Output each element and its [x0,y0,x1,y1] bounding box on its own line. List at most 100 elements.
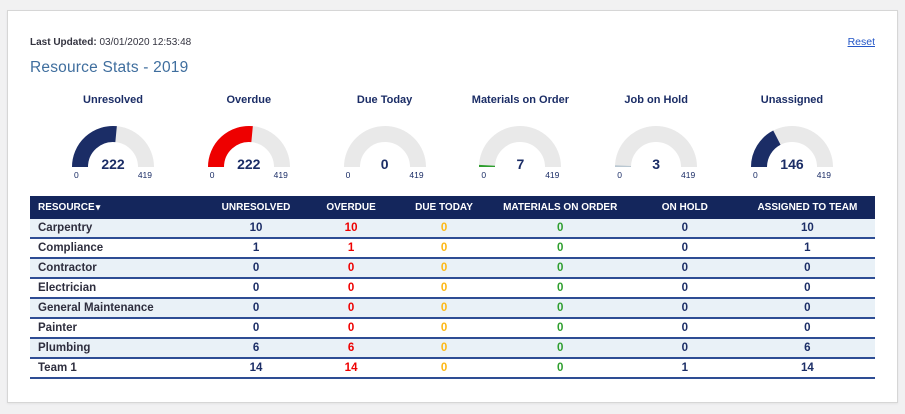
gauge-value: 0 [380,156,389,172]
cell-overdue: 14 [304,358,398,379]
column-header-assigned_to_team[interactable]: ASSIGNED TO TEAM [739,196,875,219]
last-updated-label: Last Updated: [30,37,97,48]
cell-due_today: 0 [397,278,491,299]
gauge-value: 222 [237,156,261,172]
cell-assigned_to_team: 14 [739,358,875,379]
cell-materials_on_order: 0 [490,238,630,259]
gauge-max-label: 419 [681,170,696,180]
cell-overdue: 10 [304,219,398,239]
cell-due_today: 0 [397,238,491,259]
cell-resource: Carpentry [30,219,208,239]
gauge-min-label: 0 [345,170,351,180]
cell-on_hold: 0 [629,219,740,239]
table-row-plumbing[interactable]: Plumbing 6 6 0 0 0 6 [30,338,875,359]
gauge-row: Unresolved 222 0 419 Overdue 222 0 419 D… [30,94,875,180]
cell-assigned_to_team: 0 [739,258,875,279]
table-row-contractor[interactable]: Contractor 0 0 0 0 0 0 [30,258,875,279]
gauge-max-label: 419 [409,170,424,180]
gauge-value: 7 [516,156,525,172]
cell-due_today: 0 [397,298,491,319]
gauge-arc-svg [750,126,833,168]
gauge-card-due-today[interactable]: Due Today 0 0 419 [330,94,440,180]
gauge-title: Due Today [356,94,413,106]
gauge-card-job-on-hold[interactable]: Job on Hold 3 0 419 [601,94,711,180]
cell-due_today: 0 [397,318,491,339]
table-body: Carpentry 10 10 0 0 0 10 Compliance 1 1 0 0 0 1 Contra… [30,219,875,379]
cell-overdue: 0 [304,278,398,299]
cell-on_hold: 0 [629,278,740,299]
cell-on_hold: 0 [629,258,740,279]
gauge-chart: 3 [601,113,711,172]
last-updated: Last Updated: 03/01/2020 12:53:48 [30,37,191,48]
gauge-min-label: 0 [752,170,758,180]
gauge-card-materials-on-order[interactable]: Materials on Order 7 0 419 [465,94,575,180]
table-row-carpentry[interactable]: Carpentry 10 10 0 0 0 10 [30,219,875,239]
cell-overdue: 6 [304,338,398,359]
last-updated-value: 03/01/2020 12:53:48 [99,37,192,48]
cell-on_hold: 0 [629,298,740,319]
column-header-unresolved[interactable]: UNRESOLVED [207,196,305,219]
table-row-general-maintenance[interactable]: General Maintenance 0 0 0 0 0 0 [30,298,875,319]
cell-assigned_to_team: 0 [739,278,875,299]
gauge-scale: 0 419 [330,170,440,180]
gauge-min-label: 0 [481,170,487,180]
gauge-title: Job on Hold [624,94,688,106]
cell-on_hold: 1 [629,358,740,379]
cell-materials_on_order: 0 [490,338,630,359]
cell-unresolved: 0 [207,318,305,339]
gauge-chart: 222 [194,113,304,172]
gauge-chart: 0 [330,113,440,172]
cell-materials_on_order: 0 [490,278,630,299]
gauge-title: Overdue [226,94,272,106]
cell-assigned_to_team: 0 [739,298,875,319]
gauge-title: Unresolved [83,94,143,106]
column-header-on_hold[interactable]: ON HOLD [629,196,740,219]
top-bar: Last Updated: 03/01/2020 12:53:48 Reset [30,11,875,48]
cell-overdue: 0 [304,258,398,279]
page-title: Resource Stats - 2019 [30,59,189,76]
gauge-max-label: 419 [816,170,831,180]
gauge-arc-svg [479,126,562,168]
column-header-overdue[interactable]: OVERDUE [304,196,398,219]
gauge-scale: 0 419 [465,170,575,180]
gauge-chart: 146 [737,113,847,172]
cell-materials_on_order: 0 [490,258,630,279]
cell-unresolved: 10 [207,219,305,239]
cell-overdue: 1 [304,238,398,259]
cell-unresolved: 1 [207,238,305,259]
gauge-max-label: 419 [137,170,152,180]
cell-resource: Plumbing [30,338,208,359]
table-row-electrician[interactable]: Electrician 0 0 0 0 0 0 [30,278,875,299]
table-header: RESOURCE▾ UNRESOLVED OVERDUE DUE TODAY MATER… [30,196,875,219]
table-row-compliance[interactable]: Compliance 1 1 0 0 0 1 [30,238,875,259]
column-header-materials_on_order[interactable]: MATERIALS ON ORDER [490,196,630,219]
table-row-painter[interactable]: Painter 0 0 0 0 0 0 [30,318,875,339]
gauge-card-overdue[interactable]: Overdue 222 0 419 [194,94,304,180]
gauge-min-label: 0 [617,170,622,180]
cell-unresolved: 6 [207,338,305,359]
cell-on_hold: 0 [629,238,740,259]
cell-due_today: 0 [397,358,491,379]
cell-materials_on_order: 0 [490,358,630,379]
cell-materials_on_order: 0 [490,318,630,339]
gauge-card-unresolved[interactable]: Unresolved 222 0 419 [58,94,168,180]
column-header-label: UNRESOLVED [221,202,291,213]
cell-due_today: 0 [397,219,491,239]
column-header-label: MATERIALS ON ORDER [503,202,618,213]
cell-resource: Painter [30,318,208,339]
dashboard-panel: Last Updated: 03/01/2020 12:53:48 Reset … [7,10,898,403]
gauge-value: 222 [101,156,125,172]
gauge-min-label: 0 [209,170,215,180]
cell-resource: Team 1 [30,358,208,379]
cell-overdue: 0 [304,298,398,319]
gauge-chart: 7 [465,113,575,172]
column-header-due_today[interactable]: DUE TODAY [397,196,491,219]
reset-link[interactable]: Reset [847,36,875,48]
cell-resource: Electrician [30,278,208,299]
sort-desc-icon: ▾ [95,202,101,212]
gauge-card-unassigned[interactable]: Unassigned 146 0 419 [737,94,847,180]
column-header-resource[interactable]: RESOURCE▾ [30,196,208,219]
gauge-max-label: 419 [273,170,288,180]
gauge-arc-svg [72,126,154,168]
table-row-team-1[interactable]: Team 1 14 14 0 0 1 14 [30,358,875,379]
